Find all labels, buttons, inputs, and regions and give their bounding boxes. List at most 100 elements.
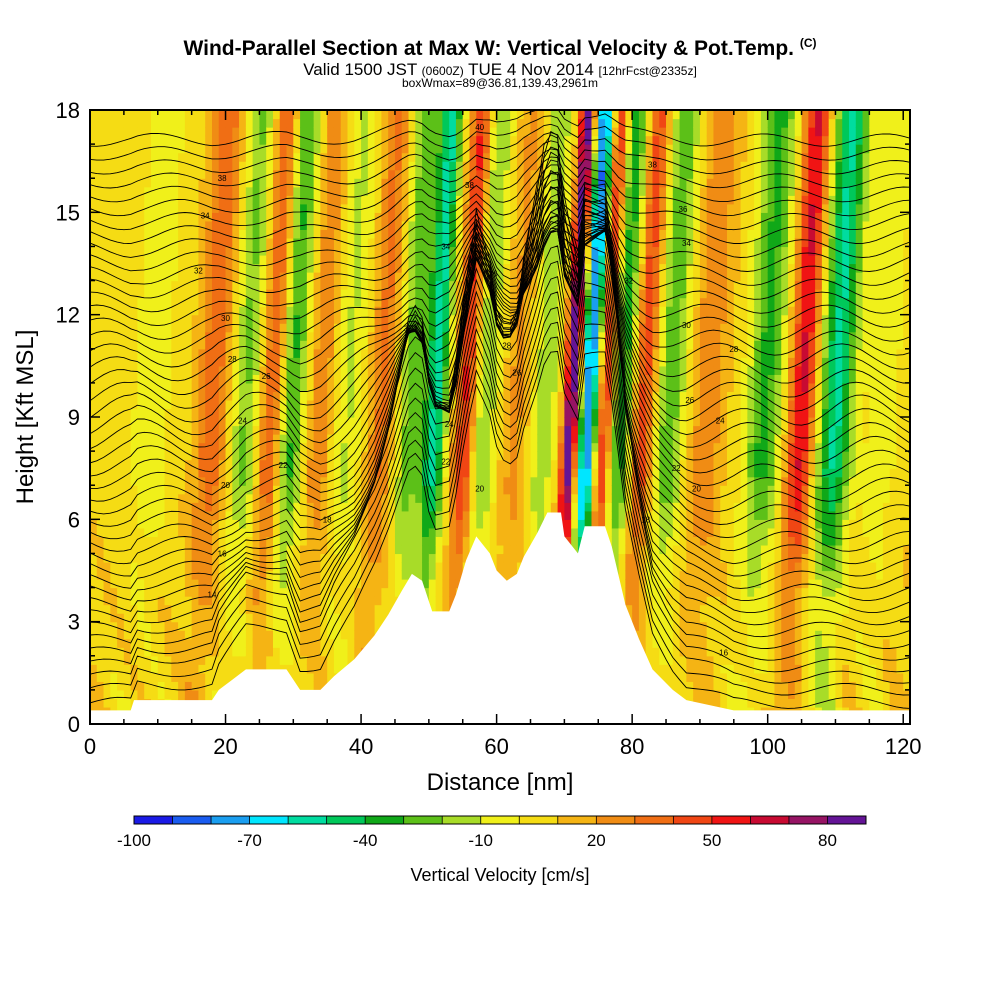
velocity-cell	[144, 374, 152, 384]
velocity-cell	[462, 493, 471, 503]
velocity-cell	[198, 220, 206, 230]
velocity-cell	[110, 604, 118, 614]
velocity-cell	[103, 536, 111, 546]
velocity-cell	[245, 399, 254, 410]
velocity-cell	[164, 579, 172, 589]
velocity-cell	[232, 655, 240, 665]
velocity-cell	[178, 672, 186, 682]
velocity-cell	[137, 613, 145, 623]
velocity-cell	[320, 152, 328, 162]
velocity-cell	[510, 331, 518, 341]
velocity-cell	[286, 544, 294, 555]
velocity-cell	[449, 451, 457, 461]
velocity-cell	[544, 246, 552, 256]
velocity-cell	[476, 314, 484, 324]
velocity-cell	[422, 220, 430, 230]
velocity-cell	[333, 485, 342, 495]
velocity-cell	[442, 442, 450, 452]
velocity-cell	[523, 485, 532, 495]
velocity-cell	[530, 476, 538, 486]
velocity-cell	[496, 519, 504, 529]
velocity-cell	[171, 425, 179, 435]
velocity-cell	[286, 647, 294, 657]
velocity-cell	[150, 502, 159, 512]
velocity-cell	[496, 425, 504, 435]
velocity-cell	[530, 220, 538, 230]
velocity-cell	[137, 178, 145, 188]
velocity-cell	[137, 399, 145, 410]
velocity-cell	[422, 254, 430, 265]
velocity-cell	[530, 408, 538, 418]
velocity-cell	[374, 272, 383, 282]
velocity-cell	[252, 331, 261, 341]
velocity-cell	[96, 570, 105, 580]
velocity-cell	[205, 254, 213, 265]
velocity-cell	[272, 272, 281, 282]
velocity-cell	[96, 655, 105, 665]
velocity-cell	[96, 374, 105, 384]
velocity-cell	[110, 212, 118, 222]
velocity-cell	[211, 331, 220, 341]
velocity-cell	[232, 169, 240, 179]
velocity-cell	[157, 237, 166, 248]
velocity-cell	[408, 254, 416, 265]
velocity-cell	[435, 169, 443, 179]
velocity-cell	[510, 451, 518, 461]
velocity-cell	[449, 203, 457, 213]
velocity-cell	[157, 203, 166, 213]
velocity-cell	[306, 536, 315, 546]
velocity-cell	[510, 161, 518, 171]
velocity-cell	[428, 144, 437, 154]
velocity-cell	[96, 323, 105, 333]
velocity-cell	[367, 630, 376, 640]
velocity-cell	[449, 365, 457, 375]
velocity-cell	[252, 340, 261, 350]
velocity-cell	[367, 544, 376, 555]
velocity-cell	[232, 382, 240, 393]
velocity-cell	[523, 152, 532, 162]
velocity-cell	[422, 152, 430, 162]
velocity-cell	[252, 237, 261, 248]
velocity-cell	[90, 561, 98, 572]
velocity-cell	[171, 340, 179, 350]
velocity-cell	[449, 587, 457, 597]
velocity-cell	[211, 365, 220, 375]
velocity-cell	[347, 544, 355, 555]
velocity-cell	[286, 476, 294, 486]
velocity-cell	[103, 519, 111, 529]
velocity-cell	[347, 254, 355, 265]
velocity-cell	[103, 229, 111, 239]
velocity-cell	[245, 468, 254, 478]
velocity-cell	[205, 340, 213, 350]
velocity-cell	[144, 127, 152, 137]
velocity-cell	[103, 527, 111, 537]
velocity-cell	[523, 408, 532, 418]
velocity-cell	[530, 323, 538, 333]
velocity-cell	[96, 357, 105, 367]
velocity-cell	[544, 237, 552, 248]
velocity-cell	[198, 357, 206, 367]
velocity-cell	[239, 263, 247, 273]
velocity-cell	[266, 186, 274, 196]
velocity-cell	[415, 152, 423, 162]
velocity-cell	[388, 186, 396, 196]
velocity-cell	[184, 186, 193, 196]
velocity-cell	[361, 382, 369, 393]
velocity-cell	[130, 306, 139, 316]
velocity-cell	[90, 382, 98, 393]
velocity-cell	[239, 382, 247, 393]
velocity-cell	[239, 519, 247, 529]
velocity-cell	[184, 502, 193, 512]
velocity-cell	[178, 220, 186, 230]
velocity-cell	[374, 613, 383, 623]
velocity-cell	[361, 587, 369, 597]
velocity-cell	[293, 655, 301, 665]
velocity-cell	[408, 485, 416, 495]
velocity-cell	[272, 186, 281, 196]
velocity-cell	[381, 613, 389, 623]
velocity-cell	[401, 553, 410, 563]
velocity-cell	[198, 613, 206, 623]
velocity-cell	[415, 365, 423, 375]
velocity-cell	[361, 638, 369, 648]
velocity-cell	[205, 289, 213, 299]
